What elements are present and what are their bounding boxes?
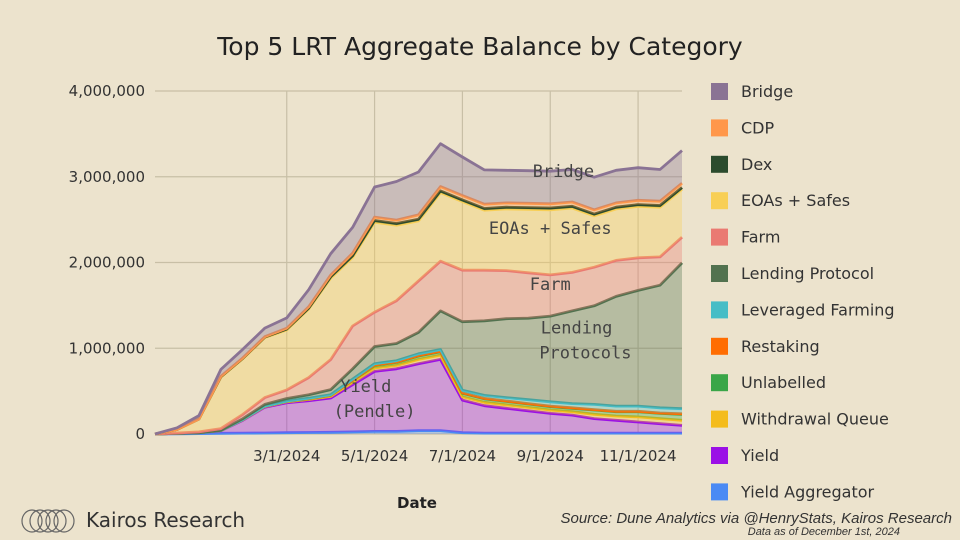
line-farm	[154, 236, 683, 436]
line-yield-aggregator	[154, 429, 682, 436]
legend-item: Farm	[741, 228, 780, 247]
legend-item: Restaking	[741, 337, 820, 356]
x-tick-label: 3/1/2024	[253, 447, 320, 465]
x-axis-title: Date	[397, 494, 437, 512]
legend-swatch	[711, 83, 728, 100]
legend-item: Bridge	[741, 82, 793, 101]
plot-area	[154, 142, 683, 436]
legend-swatch	[711, 447, 728, 464]
legend-swatch	[711, 228, 728, 246]
line-lending-protocol	[154, 261, 683, 436]
legend-swatch	[711, 119, 728, 137]
y-tick-label: 1,000,000	[69, 339, 145, 357]
x-axis: 3/1/2024 5/1/2024 7/1/2024 9/1/2024 11/1/202…	[253, 447, 676, 465]
area-yield	[155, 359, 682, 434]
y-tick-label: 3,000,000	[69, 168, 145, 186]
area-lending-protocol	[155, 262, 682, 434]
legend-item: Yield Aggregator	[740, 482, 875, 501]
legend-item: Leveraged Farming	[741, 300, 895, 319]
area-bridge	[155, 143, 682, 434]
legend-item: CDP	[741, 118, 774, 137]
source-note: Source: Dune Analytics via @HenryStats, …	[560, 510, 952, 527]
legend-item: Yield	[740, 446, 779, 465]
brand-name: Kairos Research	[86, 508, 246, 532]
area-farm	[155, 237, 682, 434]
as-of-note: Data as of December 1st, 2024	[747, 526, 900, 538]
annotation-label: (Pendle)	[334, 402, 416, 422]
kairos-logo-icon	[18, 507, 78, 540]
annotation-label: Lending	[541, 319, 613, 339]
legend-item: EOAs + Safes	[741, 191, 850, 210]
annotation-label: Yield	[340, 377, 391, 397]
area-eoas-safes	[155, 189, 682, 434]
legend-swatch	[711, 192, 728, 210]
annotation-label: Farm	[530, 275, 571, 295]
legend-swatch	[711, 483, 728, 501]
y-tick-label: 2,000,000	[69, 254, 145, 272]
annotation-label: EOAs + Safes	[489, 219, 612, 239]
x-tick-label: 9/1/2024	[517, 447, 584, 465]
line-cdp	[154, 182, 683, 436]
legend-swatch	[711, 374, 728, 392]
legend-swatch	[711, 301, 728, 319]
x-tick-label: 7/1/2024	[429, 447, 496, 465]
legend-item: Lending Protocol	[741, 264, 874, 283]
legend-swatch	[711, 410, 728, 428]
line-bridge	[154, 142, 683, 436]
chart-title: Top 5 LRT Aggregate Balance by Category	[216, 32, 743, 61]
y-tick-label: 4,000,000	[69, 82, 145, 100]
annotations: Bridge EOAs + Safes Farm Lending Protocols Yi…	[334, 162, 632, 422]
legend-item: Dex	[741, 155, 772, 174]
x-tick-label: 5/1/2024	[341, 447, 408, 465]
legend-item: Unlabelled	[741, 373, 826, 392]
legend-swatch	[711, 265, 728, 282]
legend-swatch	[711, 155, 728, 173]
legend-swatch	[711, 337, 728, 355]
annotation-label: Protocols	[539, 344, 631, 364]
y-axis: 0 1,000,000 2,000,000 3,000,000 4,000,000	[69, 82, 145, 443]
legend: Bridge CDP Dex EOAs + Safes Farm Lending Prot…	[711, 82, 895, 501]
legend-item: Withdrawal Queue	[741, 410, 889, 429]
annotation-label: Bridge	[533, 162, 594, 182]
x-tick-label: 11/1/2024	[600, 447, 677, 465]
y-tick-label: 0	[135, 425, 145, 443]
